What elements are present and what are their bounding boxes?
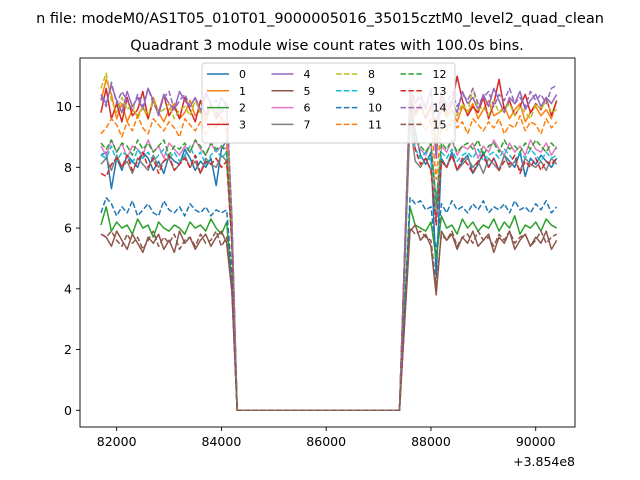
legend-label-8: 8 (368, 68, 375, 81)
chart-title: Quadrant 3 module wise count rates with … (130, 38, 524, 54)
x-offset-label: +3.854e8 (513, 454, 575, 469)
legend-label-9: 9 (368, 85, 375, 98)
x-tick-label: 88000 (411, 434, 451, 449)
legend-label-13: 13 (433, 85, 447, 98)
legend-label-0: 0 (239, 68, 246, 81)
legend-label-5: 5 (304, 85, 311, 98)
y-tick-label: 8 (64, 160, 72, 175)
legend-label-3: 3 (239, 118, 246, 131)
y-tick-label: 10 (56, 99, 72, 114)
legend-label-11: 11 (368, 118, 382, 131)
y-tick-label: 6 (64, 221, 72, 236)
x-tick-label: 90000 (516, 434, 556, 449)
legend-label-2: 2 (239, 102, 246, 115)
y-tick-label: 4 (64, 281, 72, 296)
legend-label-10: 10 (368, 102, 382, 115)
legend-label-4: 4 (304, 68, 311, 81)
legend-label-15: 15 (433, 118, 447, 131)
x-tick-label: 84000 (202, 434, 242, 449)
legend-label-1: 1 (239, 85, 246, 98)
legend-label-6: 6 (304, 102, 311, 115)
x-tick-label: 86000 (306, 434, 346, 449)
legend-label-12: 12 (433, 68, 447, 81)
legend-label-7: 7 (304, 118, 311, 131)
y-tick-label: 0 (64, 403, 72, 418)
x-tick-label: 82000 (97, 434, 137, 449)
chart-suptitle: n file: modeM0/AS1T05_010T01_9000005016_… (36, 11, 604, 27)
legend-label-14: 14 (433, 102, 447, 115)
y-tick-label: 2 (64, 342, 72, 357)
